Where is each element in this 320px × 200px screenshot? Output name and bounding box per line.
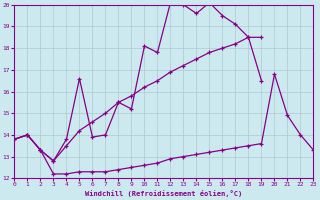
X-axis label: Windchill (Refroidissement éolien,°C): Windchill (Refroidissement éolien,°C) [85, 190, 243, 197]
